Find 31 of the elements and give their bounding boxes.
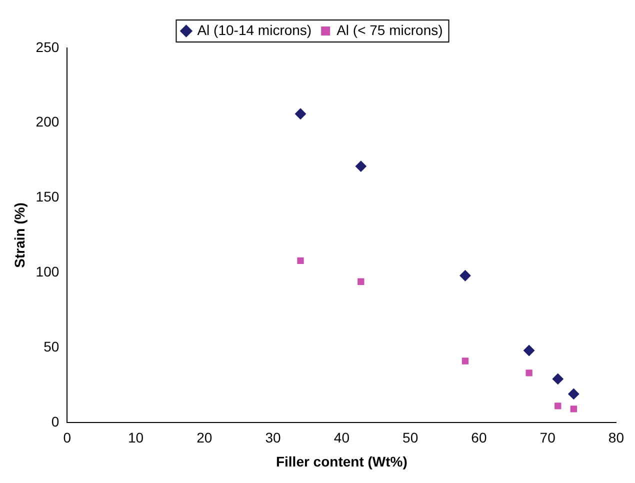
point bbox=[570, 406, 577, 412]
y-tick-label: 250 bbox=[36, 38, 60, 55]
point bbox=[524, 345, 535, 356]
point bbox=[295, 108, 306, 120]
y-tick-label: 50 bbox=[44, 338, 60, 354]
y-tick-label: 150 bbox=[36, 188, 60, 205]
x-tick-label: 50 bbox=[402, 430, 418, 446]
y-tick-label: 100 bbox=[36, 264, 60, 280]
x-tick-label: 10 bbox=[128, 430, 144, 446]
point bbox=[462, 358, 469, 364]
x-axis-title: Filler content (Wt%) bbox=[276, 453, 408, 470]
point bbox=[552, 373, 564, 384]
y-tick-label: 0 bbox=[51, 413, 60, 430]
point bbox=[526, 370, 532, 376]
y-tick-label: 200 bbox=[36, 114, 60, 130]
x-tick-label: 0 bbox=[63, 430, 72, 446]
x-tick-label: 80 bbox=[608, 430, 624, 446]
x-tick-label: 30 bbox=[265, 430, 282, 446]
x-tick-label: 20 bbox=[196, 430, 212, 446]
legend-label: Al (< 75 microns) bbox=[336, 22, 443, 38]
x-tick-label: 70 bbox=[540, 430, 556, 446]
point bbox=[297, 257, 304, 264]
point bbox=[355, 160, 366, 172]
y-axis-title: Strain (%) bbox=[11, 202, 28, 268]
x-tick-label: 60 bbox=[471, 430, 487, 446]
point bbox=[554, 402, 562, 410]
legend-label: Al (10-14 microns) bbox=[197, 22, 312, 38]
point bbox=[460, 270, 471, 282]
point bbox=[568, 388, 580, 400]
x-tick-label: 40 bbox=[334, 430, 350, 446]
point bbox=[358, 278, 364, 285]
